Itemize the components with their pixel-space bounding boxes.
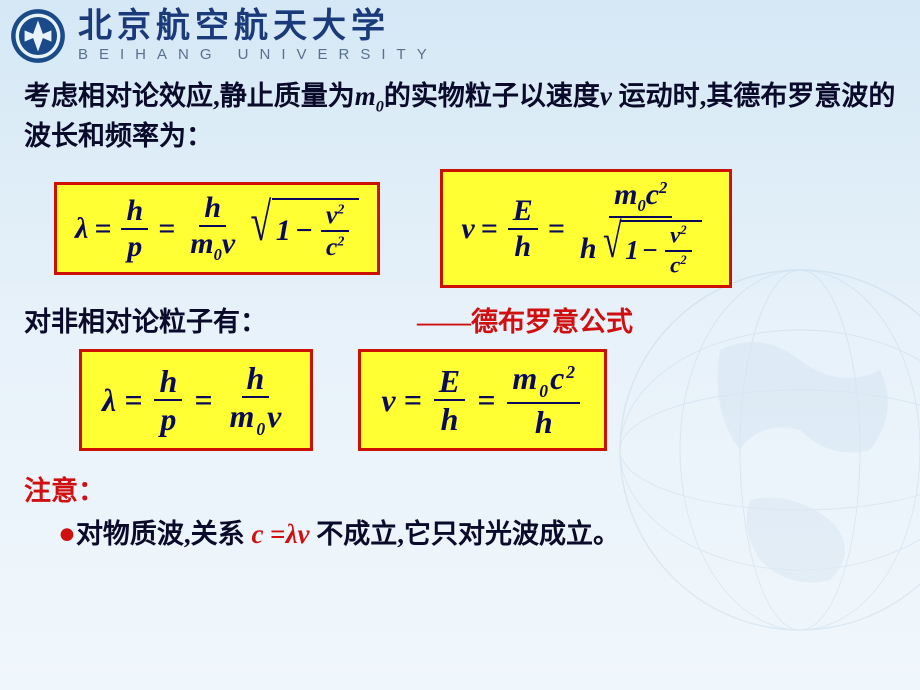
eq-lambda-relativistic: λ = h p = h m0v √ 1 − v2 c2 bbox=[54, 182, 380, 275]
intro-m: m bbox=[355, 81, 376, 111]
nr-f2d: h √ 1 − v2 c2 bbox=[575, 218, 707, 277]
note-lambda: λ bbox=[286, 519, 298, 549]
intro-v: v bbox=[600, 81, 612, 111]
ln-f2d: m0v bbox=[224, 398, 286, 438]
note-t1: 对物质波,关系 bbox=[76, 519, 252, 549]
note-nu: ν bbox=[298, 519, 310, 549]
nr-f1d: h bbox=[509, 230, 536, 262]
nr-f1: E h bbox=[508, 196, 538, 262]
nr-lhs: ν bbox=[461, 214, 474, 244]
slide-content: 考虑相对论效应,静止质量为m0的实物粒子以速度v 运动时,其德布罗意波的波长和频… bbox=[0, 68, 920, 551]
eq-nu-relativistic: ν = E h = m0c2 h √ 1 − v2 bbox=[440, 169, 731, 289]
eq-lambda-nonrel: λ = h p = h m0v bbox=[79, 349, 313, 451]
intro-m0: 0 bbox=[376, 97, 384, 115]
label-row: 对非相对论粒子有： ——德布罗意公式 bbox=[24, 300, 896, 339]
ln-f1: h p bbox=[154, 365, 182, 435]
nr-f2: m0c2 h √ 1 − v2 c2 bbox=[575, 180, 707, 278]
lr-eq1: = bbox=[94, 214, 111, 244]
nn-lhs: ν bbox=[381, 384, 395, 416]
lr-vfrac: v2 c2 bbox=[321, 202, 349, 259]
lr-vd: c2 bbox=[321, 232, 349, 260]
lr-sqrt: √ 1 − v2 c2 bbox=[246, 198, 359, 259]
nn-eq2: = bbox=[477, 384, 495, 416]
eq-nu-nonrel: ν = E h = m0c2 h bbox=[358, 349, 607, 451]
ln-f2n: h bbox=[242, 362, 270, 398]
nr-eq2: = bbox=[548, 214, 565, 244]
note-label: 注意： bbox=[24, 469, 896, 508]
university-name-block: 北京航空航天大学 BEIHANG UNIVERSITY bbox=[78, 10, 438, 63]
lr-lhs: λ bbox=[75, 214, 88, 244]
nr-vn: v2 bbox=[665, 224, 692, 252]
header: 北京航空航天大学 BEIHANG UNIVERSITY bbox=[0, 0, 920, 68]
lr-f1d: p bbox=[122, 230, 147, 262]
lr-vn: v2 bbox=[321, 202, 349, 232]
lr-sqrt-body: 1 − v2 c2 bbox=[272, 198, 360, 259]
lr-eq2: = bbox=[158, 214, 175, 244]
ln-lhs: λ bbox=[102, 384, 116, 416]
ln-eq1: = bbox=[124, 384, 142, 416]
debroglie-formula-label: ——德布罗意公式 bbox=[417, 300, 633, 339]
note-t2: 不成立,它只对光波成立。 bbox=[310, 519, 621, 549]
nr-sqrt: √ 1 − v2 c2 bbox=[599, 220, 702, 277]
sqrt-icon: √ bbox=[603, 220, 622, 277]
ln-f1n: h bbox=[154, 365, 182, 401]
lr-f1n: h bbox=[121, 196, 148, 230]
ln-f1d: p bbox=[155, 401, 181, 435]
nonrelativistic-equations-row: λ = h p = h m0v ν = E h = m0c2 h bbox=[79, 349, 896, 451]
intro-paragraph: 考虑相对论效应,静止质量为m0的实物粒子以速度v 运动时,其德布罗意波的波长和频… bbox=[24, 78, 896, 155]
nr-vfrac: v2 c2 bbox=[665, 224, 692, 277]
nn-f1: E h bbox=[434, 365, 465, 435]
university-name-en: BEIHANG UNIVERSITY bbox=[78, 46, 438, 63]
bullet-icon: ● bbox=[58, 518, 76, 550]
nn-f1n: E bbox=[434, 365, 465, 401]
ln-f2: h m0v bbox=[224, 362, 286, 438]
nonrelativistic-label: 对非相对论粒子有： bbox=[24, 300, 267, 339]
nr-f1n: E bbox=[508, 196, 538, 230]
university-logo bbox=[10, 8, 66, 64]
lr-f2d: m0v bbox=[185, 227, 240, 264]
university-name-cn: 北京航空航天大学 bbox=[78, 10, 438, 44]
nn-f1d: h bbox=[436, 401, 464, 435]
nr-eq1: = bbox=[481, 214, 498, 244]
nn-f2d: h bbox=[530, 404, 558, 438]
nr-f2n: m0c2 bbox=[609, 180, 672, 219]
note-line: ●对物质波,关系 c =λν 不成立,它只对光波成立。 bbox=[58, 512, 896, 551]
nn-eq1: = bbox=[404, 384, 422, 416]
nr-sqrt-body: 1 − v2 c2 bbox=[621, 220, 701, 277]
note-c: c bbox=[251, 519, 263, 549]
lr-f1: h p bbox=[121, 196, 148, 262]
note-eq: = bbox=[263, 519, 285, 549]
lr-f2n: h bbox=[199, 193, 226, 227]
nn-f2n: m0c2 bbox=[507, 362, 580, 404]
sqrt-icon: √ bbox=[251, 198, 272, 259]
lr-f2: h m0v bbox=[185, 193, 240, 264]
ln-eq2: = bbox=[194, 384, 212, 416]
relativistic-equations-row: λ = h p = h m0v √ 1 − v2 c2 bbox=[54, 169, 896, 289]
nn-f2: m0c2 h bbox=[507, 362, 580, 438]
intro-t1: 考虑相对论效应,静止质量为 bbox=[24, 81, 355, 111]
intro-t2: 的实物粒子以速度 bbox=[384, 81, 600, 111]
nr-vd: c2 bbox=[665, 252, 692, 278]
